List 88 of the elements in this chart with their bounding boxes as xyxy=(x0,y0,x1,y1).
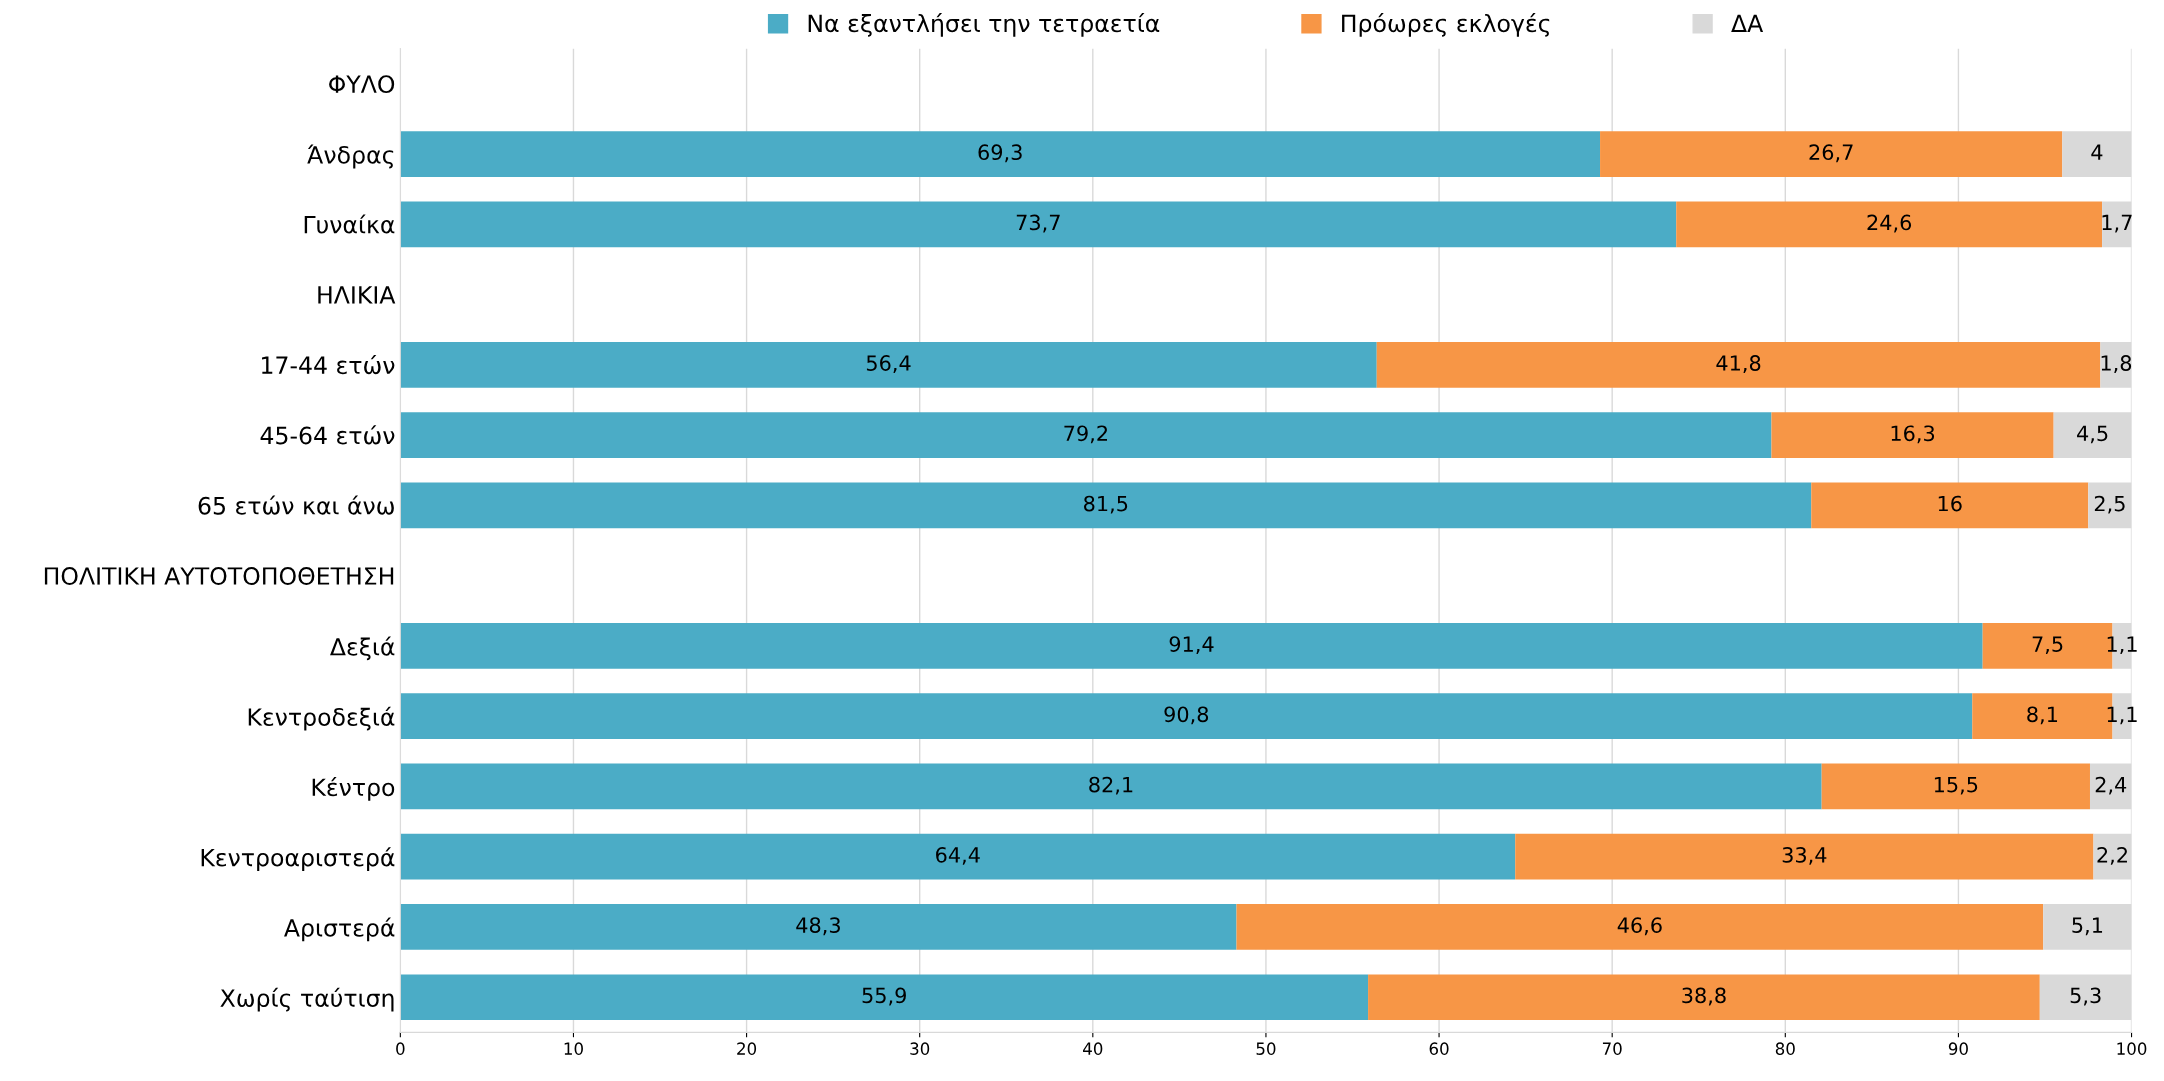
data-label: 69,3 xyxy=(978,144,1022,163)
data-label: 33,4 xyxy=(1782,846,1827,865)
bar xyxy=(2062,131,2132,177)
data-label: 56,4 xyxy=(866,355,911,374)
data-label: 26,7 xyxy=(1809,144,1853,163)
data-label: 73,7 xyxy=(1016,214,1060,233)
data-label: 2,2 xyxy=(2097,846,2127,865)
y-tick-label: ΠΟΛΙΤΙΚΗ ΑΥΤΟΤΟΠΟΘΕΤΗΣΗ xyxy=(44,567,394,585)
data-label: 8,1 xyxy=(2027,706,2058,725)
bar xyxy=(400,342,1377,388)
data-label: 1,8 xyxy=(2101,355,2132,374)
data-label: 90,8 xyxy=(1164,706,1209,725)
y-tick-label: ΗΛΙΚΙΑ xyxy=(318,286,396,304)
x-tick-label: 60 xyxy=(1429,1042,1449,1055)
bar xyxy=(2100,342,2132,388)
x-tick-label: 100 xyxy=(2117,1042,2147,1055)
x-tick-label: 80 xyxy=(1775,1042,1795,1055)
data-label: 2,4 xyxy=(2095,776,2127,795)
data-label: 16 xyxy=(1938,495,1962,512)
bar xyxy=(1600,131,2063,177)
y-tick-label: Άνδρας xyxy=(307,144,394,169)
y-tick-label: Αριστερά xyxy=(284,917,395,942)
bar xyxy=(2039,974,2132,1021)
bar xyxy=(400,974,1369,1021)
bar xyxy=(400,833,1516,880)
data-label: 1,7 xyxy=(2102,214,2132,233)
bar xyxy=(2043,904,2132,950)
data-label: 5,1 xyxy=(2072,917,2103,936)
x-tick-label: 10 xyxy=(564,1042,583,1055)
data-label: 7,5 xyxy=(2032,636,2063,655)
data-label: 91,4 xyxy=(1169,636,1214,655)
y-tick-label: Χωρίς ταύτιση xyxy=(220,987,394,1012)
data-label: 5,3 xyxy=(2070,987,2101,1006)
data-label: 41,8 xyxy=(1716,355,1761,374)
x-tick-label: 50 xyxy=(1256,1042,1276,1055)
x-tick-label: 20 xyxy=(737,1042,757,1055)
bar xyxy=(1236,904,2044,950)
x-tick-label: 40 xyxy=(1083,1042,1103,1055)
data-label: 15,5 xyxy=(1934,776,1978,795)
data-label: 82,1 xyxy=(1089,776,1133,795)
y-tick-label: 65 ετών και άνω xyxy=(198,495,394,515)
y-tick-label: 45-64 ετών xyxy=(260,425,395,445)
y-tick-label: Κεντροαριστερά xyxy=(201,847,395,872)
x-tick-label: 90 xyxy=(1948,1042,1968,1055)
legend-label: Πρόωρες εκλογές xyxy=(1342,13,1550,37)
bar xyxy=(1821,763,2090,810)
data-label: 24,6 xyxy=(1867,214,1912,233)
data-label: 4,5 xyxy=(2077,425,2108,444)
bar xyxy=(1811,482,2089,529)
bar xyxy=(2102,201,2132,248)
bar xyxy=(2088,482,2132,529)
data-label: 64,4 xyxy=(936,846,980,865)
data-label: 2,5 xyxy=(2094,495,2125,514)
bar xyxy=(400,623,1983,669)
bar xyxy=(400,412,1772,458)
bar xyxy=(2089,763,2132,810)
data-label: 48,3 xyxy=(796,917,840,936)
y-tick-label: Κέντρο xyxy=(312,776,395,801)
bar xyxy=(400,131,1601,177)
data-label: 55,9 xyxy=(862,987,906,1006)
y-tick-label: Δεξιά xyxy=(330,636,395,661)
data-label: 38,8 xyxy=(1682,987,1726,1006)
bar xyxy=(1368,974,2040,1021)
data-label: 81,5 xyxy=(1084,495,1128,514)
bar xyxy=(400,763,1822,810)
bar xyxy=(1771,412,2054,458)
bar xyxy=(1376,342,2101,388)
bar xyxy=(2093,833,2132,880)
bar xyxy=(400,482,1812,529)
bar xyxy=(1515,833,2094,880)
legend-label: ΔΑ xyxy=(1731,14,1764,32)
legend-label: Να εξαντλήσει την τετραετία xyxy=(808,13,1160,37)
x-tick-label: 70 xyxy=(1602,1042,1622,1055)
y-tick-label: 17-44 ετών xyxy=(262,354,395,375)
data-label: 4 xyxy=(2091,144,2103,160)
bar xyxy=(400,693,1973,739)
data-label: 79,2 xyxy=(1064,425,1107,444)
data-label: 46,6 xyxy=(1617,917,1662,936)
bar xyxy=(400,201,1677,248)
bar xyxy=(1676,201,2103,248)
y-tick-label: ΦΥΛΟ xyxy=(329,75,395,94)
bar xyxy=(400,904,1237,950)
x-tick-label: 30 xyxy=(910,1042,930,1055)
x-tick-label: 0 xyxy=(396,1042,405,1055)
data-label: 16,3 xyxy=(1891,425,1935,444)
y-tick-label: Γυναίκα xyxy=(304,214,395,234)
y-tick-label: Κεντροδεξιά xyxy=(248,706,395,731)
bar xyxy=(2053,412,2132,458)
